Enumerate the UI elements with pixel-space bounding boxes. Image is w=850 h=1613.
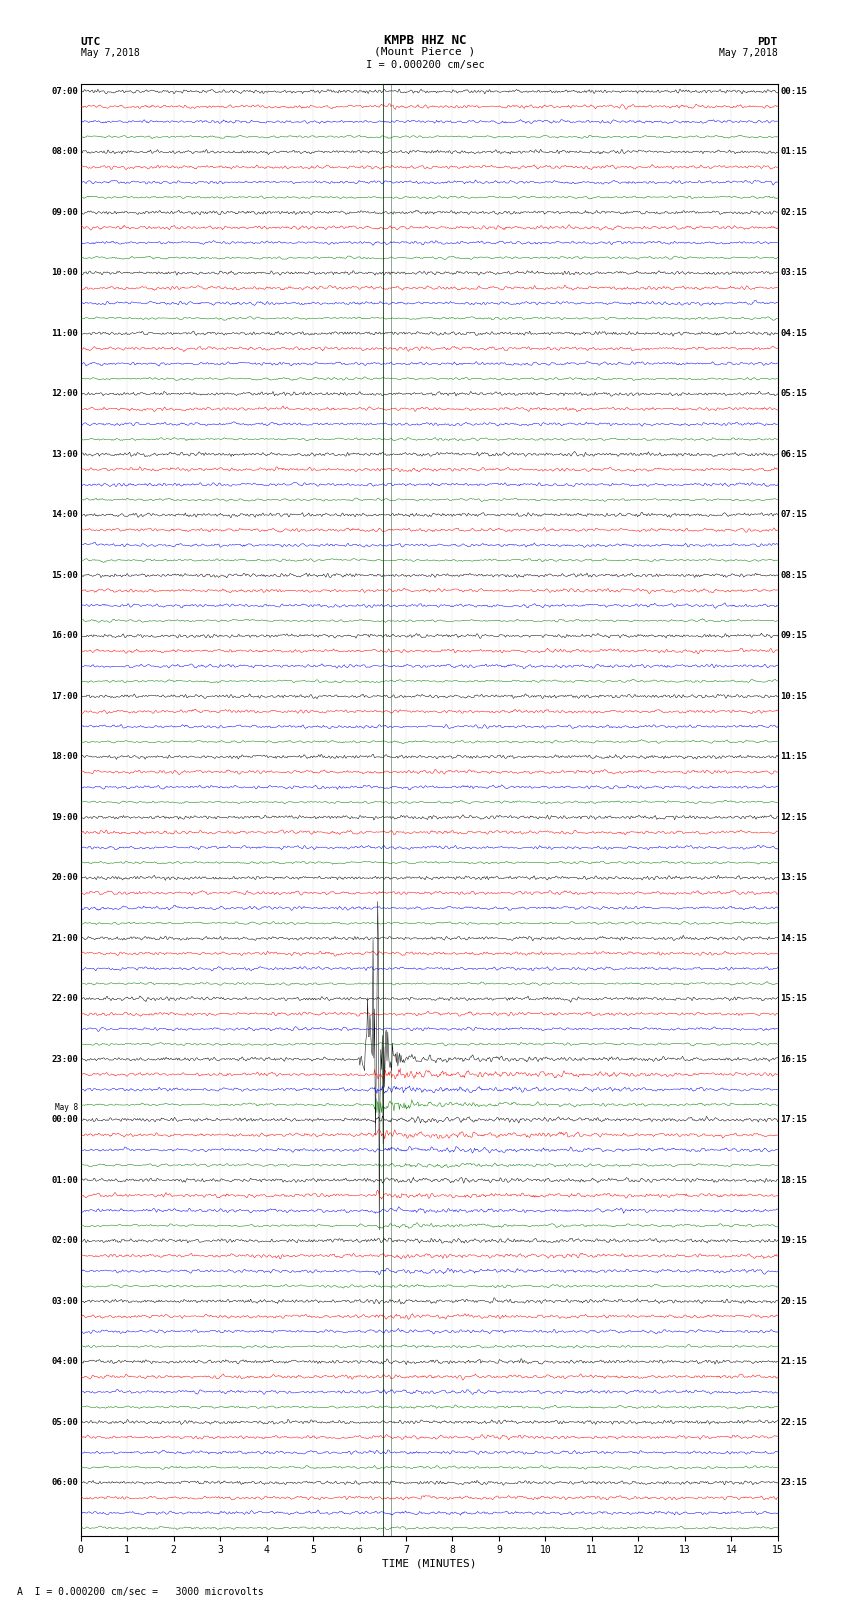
Text: 00:00: 00:00 <box>51 1115 78 1124</box>
Text: 02:15: 02:15 <box>780 208 808 216</box>
Text: 22:00: 22:00 <box>51 994 78 1003</box>
Text: 10:00: 10:00 <box>51 268 78 277</box>
Text: 03:00: 03:00 <box>51 1297 78 1305</box>
Text: 11:15: 11:15 <box>780 752 808 761</box>
Text: PDT: PDT <box>757 37 778 47</box>
Text: 01:00: 01:00 <box>51 1176 78 1184</box>
Text: 23:00: 23:00 <box>51 1055 78 1063</box>
Text: 18:00: 18:00 <box>51 752 78 761</box>
Text: 04:00: 04:00 <box>51 1357 78 1366</box>
Text: 22:15: 22:15 <box>780 1418 808 1426</box>
Text: 09:00: 09:00 <box>51 208 78 216</box>
Text: 12:15: 12:15 <box>780 813 808 821</box>
Text: 20:00: 20:00 <box>51 873 78 882</box>
Text: 15:00: 15:00 <box>51 571 78 579</box>
Text: 18:15: 18:15 <box>780 1176 808 1184</box>
Text: 08:00: 08:00 <box>51 147 78 156</box>
Text: 14:00: 14:00 <box>51 510 78 519</box>
Text: I = 0.000200 cm/sec: I = 0.000200 cm/sec <box>366 60 484 69</box>
Text: 04:15: 04:15 <box>780 329 808 337</box>
X-axis label: TIME (MINUTES): TIME (MINUTES) <box>382 1558 477 1568</box>
Text: UTC: UTC <box>81 37 101 47</box>
Text: 05:15: 05:15 <box>780 389 808 398</box>
Text: 16:00: 16:00 <box>51 631 78 640</box>
Text: 11:00: 11:00 <box>51 329 78 337</box>
Text: 20:15: 20:15 <box>780 1297 808 1305</box>
Text: 02:00: 02:00 <box>51 1236 78 1245</box>
Text: 14:15: 14:15 <box>780 934 808 942</box>
Text: 12:00: 12:00 <box>51 389 78 398</box>
Text: 17:15: 17:15 <box>780 1115 808 1124</box>
Text: 09:15: 09:15 <box>780 631 808 640</box>
Text: May 7,2018: May 7,2018 <box>719 48 778 58</box>
Text: KMPB HHZ NC: KMPB HHZ NC <box>383 34 467 47</box>
Text: 13:15: 13:15 <box>780 873 808 882</box>
Text: 00:15: 00:15 <box>780 87 808 95</box>
Text: 21:00: 21:00 <box>51 934 78 942</box>
Text: 06:00: 06:00 <box>51 1478 78 1487</box>
Text: May 7,2018: May 7,2018 <box>81 48 139 58</box>
Text: 19:00: 19:00 <box>51 813 78 821</box>
Text: 13:00: 13:00 <box>51 450 78 458</box>
Text: 10:15: 10:15 <box>780 692 808 700</box>
Text: 21:15: 21:15 <box>780 1357 808 1366</box>
Text: May 8: May 8 <box>55 1103 78 1111</box>
Text: (Mount Pierce ): (Mount Pierce ) <box>374 47 476 56</box>
Text: 06:15: 06:15 <box>780 450 808 458</box>
Text: A  I = 0.000200 cm/sec =   3000 microvolts: A I = 0.000200 cm/sec = 3000 microvolts <box>17 1587 264 1597</box>
Text: 19:15: 19:15 <box>780 1236 808 1245</box>
Text: 05:00: 05:00 <box>51 1418 78 1426</box>
Text: 08:15: 08:15 <box>780 571 808 579</box>
Text: 07:15: 07:15 <box>780 510 808 519</box>
Text: 16:15: 16:15 <box>780 1055 808 1063</box>
Text: 01:15: 01:15 <box>780 147 808 156</box>
Text: 15:15: 15:15 <box>780 994 808 1003</box>
Text: 07:00: 07:00 <box>51 87 78 95</box>
Text: 03:15: 03:15 <box>780 268 808 277</box>
Text: 17:00: 17:00 <box>51 692 78 700</box>
Text: 23:15: 23:15 <box>780 1478 808 1487</box>
